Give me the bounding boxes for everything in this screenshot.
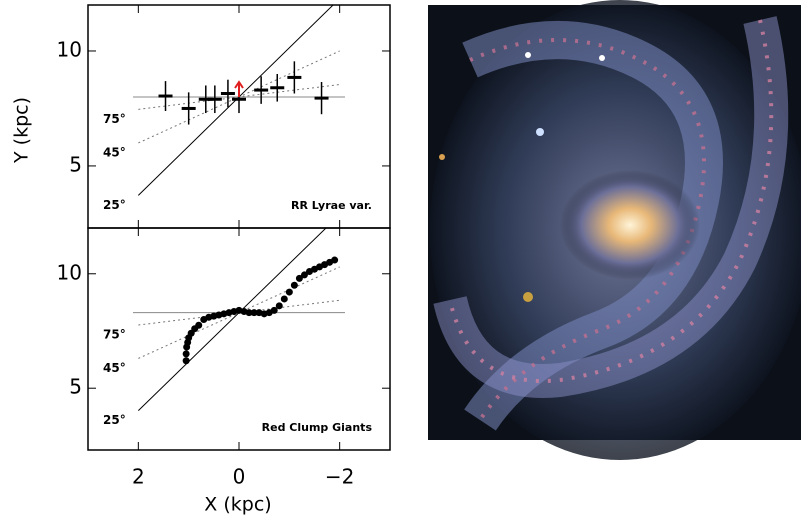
angle-label: 75°	[103, 328, 126, 342]
y-axis-label: Y (kpc)	[11, 97, 33, 164]
marker	[287, 75, 302, 79]
plot-frame	[87, 4, 391, 229]
marker	[270, 86, 285, 90]
marker	[290, 281, 298, 289]
marker	[158, 94, 173, 98]
marker	[195, 321, 203, 329]
marker	[182, 357, 190, 365]
x-axis-label: X (kpc)	[204, 494, 271, 516]
x-tick-label: 0	[233, 465, 246, 489]
marker	[220, 92, 235, 96]
marker	[275, 302, 283, 310]
marker	[254, 88, 269, 92]
angle-label: 45°	[103, 361, 126, 375]
marker	[250, 309, 258, 317]
y-tick-label: 10	[57, 37, 82, 61]
angle-label: 45°	[103, 145, 126, 159]
plot-area	[133, 228, 345, 411]
marker	[300, 271, 308, 279]
marker	[182, 350, 190, 358]
x-tick-label: −2	[325, 465, 354, 489]
sun-arrow	[234, 80, 244, 97]
marker	[207, 97, 222, 101]
marker	[270, 306, 278, 314]
marker	[331, 256, 339, 264]
angle-label: 75°	[103, 112, 126, 126]
x-tick-label: 2	[132, 465, 145, 489]
marker	[245, 309, 253, 317]
galaxy-photo	[428, 0, 801, 460]
marker	[280, 295, 288, 303]
marker	[181, 106, 196, 110]
y-tick-label: 5	[69, 375, 82, 399]
marker	[295, 274, 303, 282]
marker	[314, 96, 329, 100]
marker	[232, 97, 246, 101]
plot-frame	[87, 227, 391, 451]
marker	[198, 97, 213, 101]
y-tick-label: 5	[69, 152, 82, 176]
angle-label: 25°	[103, 198, 126, 212]
panel-annotation: RR Lyrae var.	[291, 199, 372, 212]
panel-annotation: Red Clump Giants	[262, 421, 373, 434]
angle-label: 25°	[103, 413, 126, 427]
marker	[285, 288, 293, 296]
plot-area	[133, 5, 345, 196]
y-tick-label: 10	[57, 260, 82, 284]
